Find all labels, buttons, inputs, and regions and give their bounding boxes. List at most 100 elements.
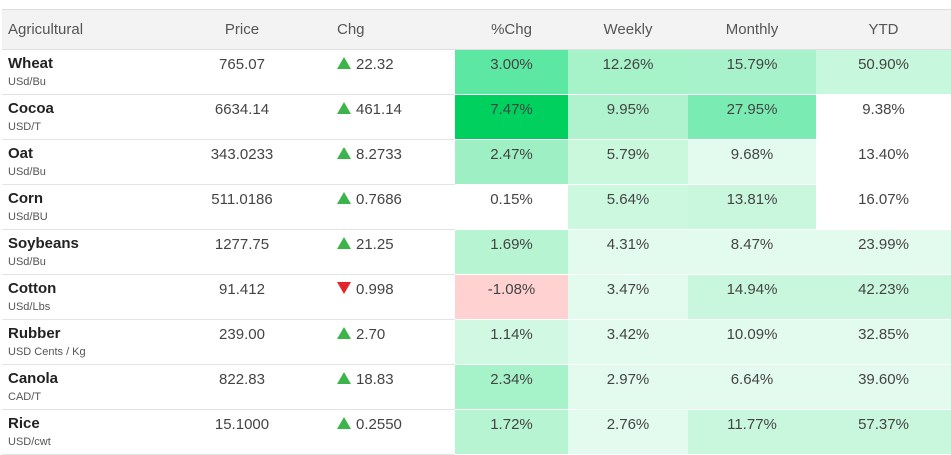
ytd-value: 50.90% bbox=[858, 56, 909, 73]
commodity-name[interactable]: Wheat bbox=[8, 55, 53, 72]
commodity-name[interactable]: Cotton bbox=[8, 280, 57, 297]
up-arrow-icon bbox=[337, 147, 351, 160]
monthly-cell: 14.94% bbox=[688, 274, 816, 320]
change-value: 0.2550 bbox=[356, 416, 402, 433]
monthly-cell: 13.81% bbox=[688, 184, 816, 230]
table-row[interactable]: Oat USd/Bu 343.0233 8.2733 2.47% 5.79% 9.68% 13… bbox=[2, 139, 951, 185]
ytd-cell: 9.38% bbox=[816, 94, 951, 140]
change-cell: 18.83 bbox=[322, 364, 455, 410]
header-pct-chg[interactable]: %Chg bbox=[455, 9, 568, 50]
change-cell: 0.7686 bbox=[322, 184, 455, 230]
change-wrap: 2.70 bbox=[337, 326, 455, 344]
change-cell: 0.998 bbox=[322, 274, 455, 320]
header-weekly[interactable]: Weekly bbox=[568, 9, 688, 50]
table-row[interactable]: Soybeans USd/Bu 1277.75 21.25 1.69% 4.31% 8.47… bbox=[2, 229, 951, 275]
up-arrow-icon bbox=[337, 327, 351, 340]
up-arrow-icon bbox=[337, 237, 351, 250]
table-row[interactable]: Wheat USd/Bu 765.07 22.32 3.00% 12.26% 15.79% 5… bbox=[2, 49, 951, 95]
up-arrow-icon bbox=[337, 192, 351, 205]
price-value: 343.0233 bbox=[210, 146, 274, 163]
change-cell: 21.25 bbox=[322, 229, 455, 275]
pct-chg-cell: 2.34% bbox=[455, 364, 568, 410]
weekly-cell: 4.31% bbox=[568, 229, 688, 275]
ytd-cell: 16.07% bbox=[816, 184, 951, 230]
commodity-unit: USd/BU bbox=[8, 211, 48, 223]
commodity-cell: Corn USd/BU bbox=[2, 184, 162, 230]
header-ytd[interactable]: YTD bbox=[816, 9, 951, 50]
weekly-value: 3.42% bbox=[606, 326, 650, 343]
commodity-name[interactable]: Oat bbox=[8, 145, 34, 162]
commodity-name[interactable]: Cocoa bbox=[8, 100, 54, 117]
weekly-value: 12.26% bbox=[602, 56, 654, 73]
commodity-cell: Rubber USD Cents / Kg bbox=[2, 319, 162, 365]
price-value: 15.1000 bbox=[214, 416, 270, 433]
ytd-cell: 13.40% bbox=[816, 139, 951, 185]
pct-chg-cell: 7.47% bbox=[455, 94, 568, 140]
weekly-value: 3.47% bbox=[606, 281, 650, 298]
commodity-unit: USD/T bbox=[8, 121, 41, 133]
change-wrap: 0.998 bbox=[337, 281, 455, 299]
weekly-value: 5.64% bbox=[606, 191, 650, 208]
change-cell: 461.14 bbox=[322, 94, 455, 140]
change-cell: 2.70 bbox=[322, 319, 455, 365]
change-value: 0.998 bbox=[356, 281, 394, 298]
change-value: 18.83 bbox=[356, 371, 394, 388]
pct-chg-value: 2.47% bbox=[490, 146, 533, 163]
commodity-cell: Canola CAD/T bbox=[2, 364, 162, 410]
monthly-cell: 6.64% bbox=[688, 364, 816, 410]
weekly-value: 2.97% bbox=[606, 371, 650, 388]
commodity-cell: Cocoa USD/T bbox=[2, 94, 162, 140]
monthly-value: 9.68% bbox=[730, 146, 774, 163]
header-monthly[interactable]: Monthly bbox=[688, 9, 816, 50]
change-value: 21.25 bbox=[356, 236, 394, 253]
commodity-unit: USd/Bu bbox=[8, 76, 46, 88]
table-row[interactable]: Rubber USD Cents / Kg 239.00 2.70 1.14% 3.42%… bbox=[2, 319, 951, 365]
agricultural-table: Agricultural Price Chg %Chg Weekly Month… bbox=[2, 9, 951, 455]
price-cell: 822.83 bbox=[162, 364, 322, 410]
weekly-cell: 9.95% bbox=[568, 94, 688, 140]
ytd-value: 9.38% bbox=[862, 101, 905, 118]
commodity-unit: USd/Bu bbox=[8, 166, 46, 178]
change-value: 8.2733 bbox=[356, 146, 402, 163]
pct-chg-cell: -1.08% bbox=[455, 274, 568, 320]
commodity-name[interactable]: Rubber bbox=[8, 325, 61, 342]
change-value: 22.32 bbox=[356, 56, 394, 73]
ytd-value: 23.99% bbox=[858, 236, 909, 253]
change-wrap: 0.7686 bbox=[337, 191, 455, 209]
weekly-cell: 5.79% bbox=[568, 139, 688, 185]
weekly-cell: 3.47% bbox=[568, 274, 688, 320]
commodity-name[interactable]: Rice bbox=[8, 415, 40, 432]
ytd-value: 39.60% bbox=[858, 371, 909, 388]
up-arrow-icon bbox=[337, 102, 351, 115]
weekly-value: 4.31% bbox=[606, 236, 650, 253]
weekly-cell: 3.42% bbox=[568, 319, 688, 365]
table-row[interactable]: Corn USd/BU 511.0186 0.7686 0.15% 5.64% 13.81%… bbox=[2, 184, 951, 230]
commodity-name[interactable]: Canola bbox=[8, 370, 59, 387]
monthly-cell: 15.79% bbox=[688, 49, 816, 95]
commodity-name[interactable]: Corn bbox=[8, 190, 43, 207]
pct-chg-cell: 1.72% bbox=[455, 409, 568, 455]
ytd-cell: 50.90% bbox=[816, 49, 951, 95]
price-value: 765.07 bbox=[219, 56, 265, 73]
up-arrow-icon bbox=[337, 57, 351, 70]
pct-chg-value: 1.72% bbox=[490, 416, 533, 433]
price-value: 822.83 bbox=[219, 371, 265, 388]
header-price[interactable]: Price bbox=[162, 9, 322, 50]
price-cell: 15.1000 bbox=[162, 409, 322, 455]
monthly-cell: 10.09% bbox=[688, 319, 816, 365]
table-row[interactable]: Rice USD/cwt 15.1000 0.2550 1.72% 2.76% 11.77%… bbox=[2, 409, 951, 455]
table-row[interactable]: Cocoa USD/T 6634.14 461.14 7.47% 9.95% 27.95% 9… bbox=[2, 94, 951, 140]
table-row[interactable]: Canola CAD/T 822.83 18.83 2.34% 2.97% 6.64% 39.… bbox=[2, 364, 951, 410]
commodity-unit: USD Cents / Kg bbox=[8, 346, 86, 358]
pct-chg-cell: 1.14% bbox=[455, 319, 568, 365]
commodity-name[interactable]: Soybeans bbox=[8, 235, 79, 252]
commodity-unit: USd/Lbs bbox=[8, 301, 51, 313]
monthly-value: 6.64% bbox=[730, 371, 774, 388]
header-chg[interactable]: Chg bbox=[322, 9, 455, 50]
change-cell: 8.2733 bbox=[322, 139, 455, 185]
header-agricultural[interactable]: Agricultural bbox=[2, 9, 162, 50]
change-cell: 22.32 bbox=[322, 49, 455, 95]
pct-chg-value: 1.69% bbox=[490, 236, 533, 253]
table-row[interactable]: Cotton USd/Lbs 91.412 0.998 -1.08% 3.47% 14.94… bbox=[2, 274, 951, 320]
